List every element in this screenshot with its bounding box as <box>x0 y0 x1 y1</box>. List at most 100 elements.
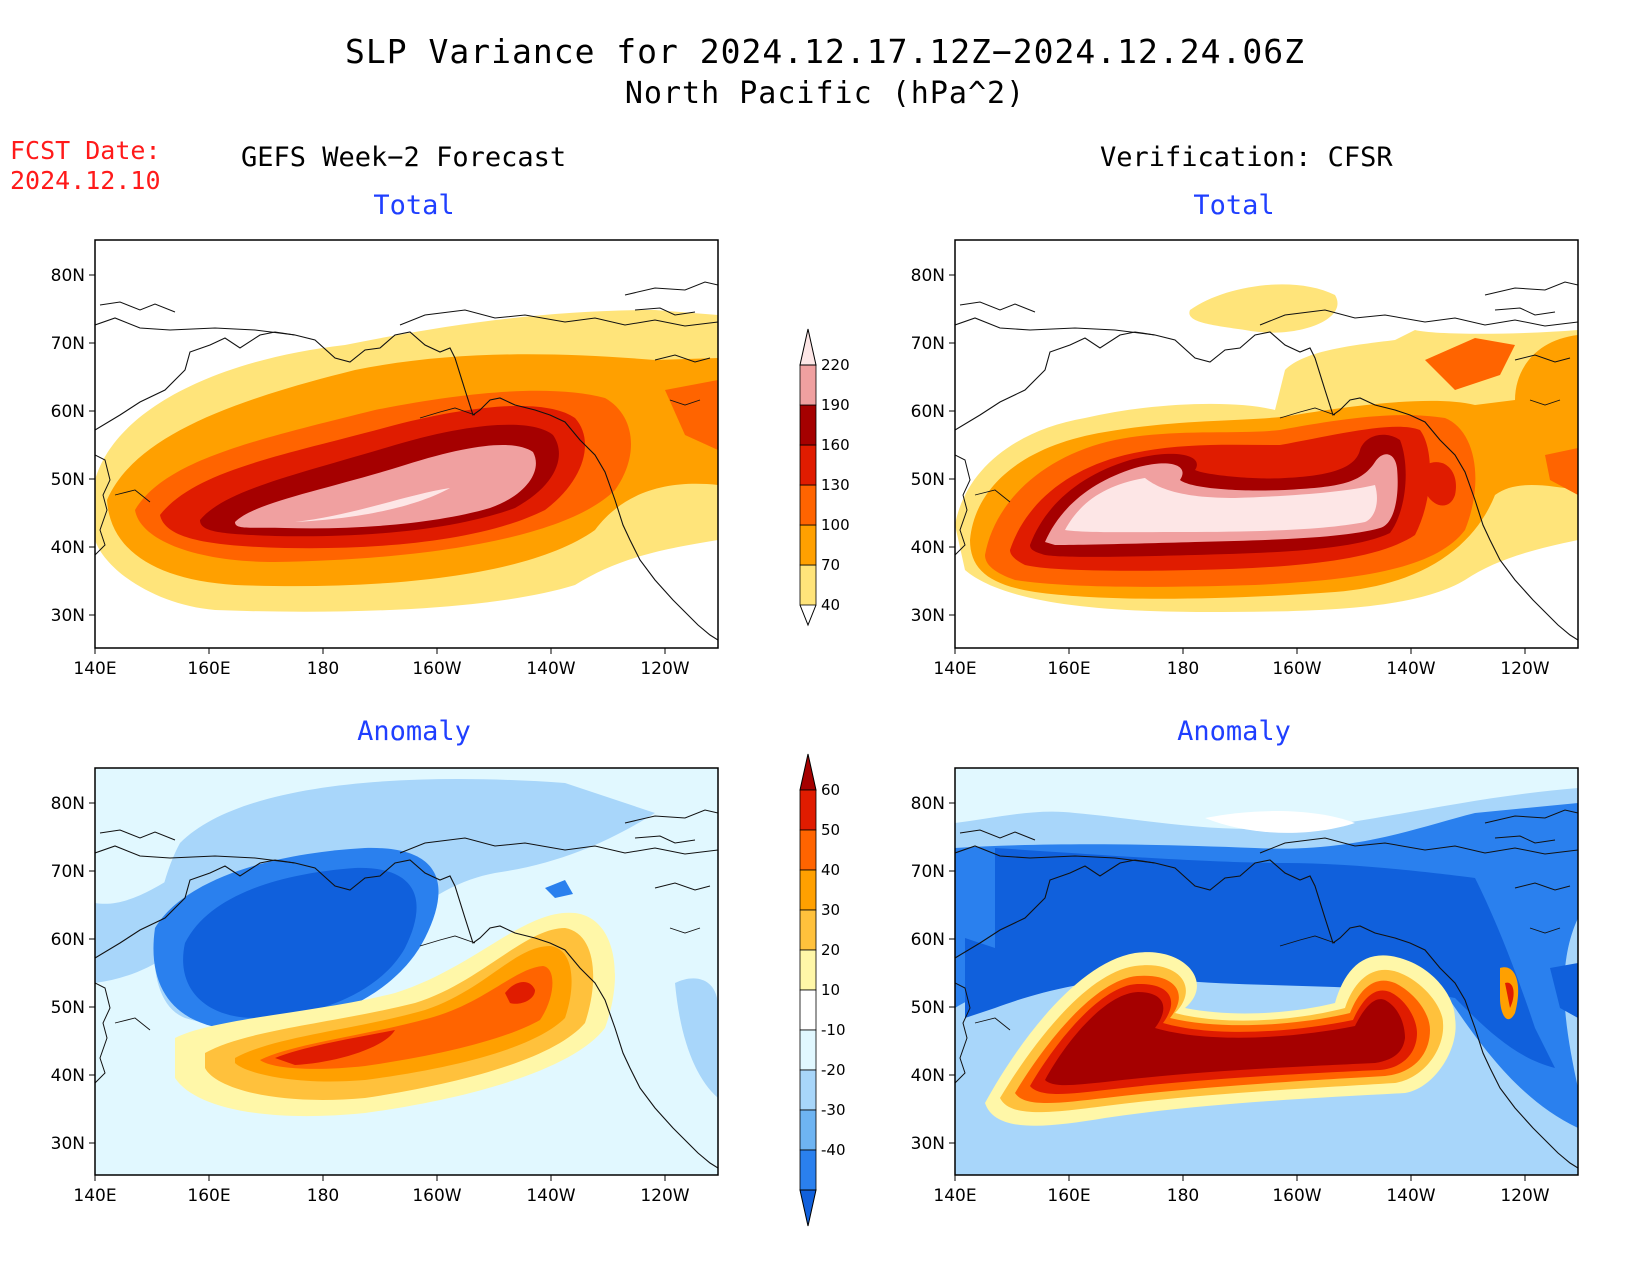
colorbar-label: 190 <box>821 396 850 414</box>
lon-tick-label: 180 <box>307 1186 339 1206</box>
lon-tick-label: 160W <box>1272 659 1321 679</box>
colorbar-low-cap <box>799 1189 817 1227</box>
colorbar-label: 100 <box>821 516 850 534</box>
gefs-total-map <box>95 240 718 648</box>
lon-tick-label: 140E <box>73 1186 116 1206</box>
forecast-date: FCST Date: 2024.12.10 <box>10 136 161 196</box>
main-title: SLP Variance for 2024.12.17.12Z−2024.12.… <box>345 32 1305 71</box>
lat-tick-label: 30N <box>51 606 85 626</box>
colorbar-label: -10 <box>821 1021 846 1039</box>
colorbar-label: 10 <box>821 981 840 999</box>
cfsr-total-map <box>955 240 1578 648</box>
lon-tick-label: 160E <box>187 659 230 679</box>
colorbar-high-cap <box>799 328 817 366</box>
lon-tick-label: 120W <box>1500 1186 1549 1206</box>
colorbar-segment <box>799 364 817 406</box>
colorbar-low-cap <box>799 604 817 627</box>
lon-tick-label: 160E <box>1047 1186 1090 1206</box>
colorbar-label: 40 <box>821 861 840 879</box>
lon-tick-label: 160W <box>1272 1186 1321 1206</box>
lat-tick-label: 40N <box>911 1066 945 1086</box>
colorbar-label: -40 <box>821 1141 846 1159</box>
lon-tick-label: 160W <box>412 1186 461 1206</box>
colorbar-segment <box>799 444 817 486</box>
colorbar-label: -20 <box>821 1061 846 1079</box>
gefs-total-label: Total <box>373 190 455 221</box>
lon-tick-label: 120W <box>640 1186 689 1206</box>
lon-tick-label: 180 <box>1167 659 1199 679</box>
lon-tick-label: 140W <box>526 1186 575 1206</box>
colorbar-segment <box>799 789 817 831</box>
gefs-anomaly-map <box>95 768 718 1175</box>
lat-tick-label: 40N <box>911 538 945 558</box>
lon-tick-label: 140E <box>933 1186 976 1206</box>
lat-tick-label: 50N <box>911 470 945 490</box>
lon-tick-label: 140E <box>73 659 116 679</box>
lon-tick-label: 120W <box>1500 659 1549 679</box>
colorbar-segment <box>799 909 817 951</box>
cfsr-total-frame <box>954 239 1579 649</box>
colorbar-segment <box>799 1069 817 1111</box>
lat-tick-label: 80N <box>51 266 85 286</box>
lon-tick-label: 140W <box>1386 659 1435 679</box>
lat-tick-label: 30N <box>911 1134 945 1154</box>
colorbar-segment <box>799 989 817 1031</box>
colorbar-label: 130 <box>821 476 850 494</box>
lat-tick-label: 70N <box>911 862 945 882</box>
lon-tick-label: 140W <box>1386 1186 1435 1206</box>
axes-layer: 80N 70N 60N 50N 40N 30N 140E 160E 180 160W 140W 120… <box>51 266 1550 1206</box>
lat-tick-label: 70N <box>51 862 85 882</box>
cfsr-anomaly-map <box>955 768 1578 1175</box>
colorbar-label: 60 <box>821 781 840 799</box>
colorbar-label: 40 <box>821 596 840 614</box>
colorbar-label: 50 <box>821 821 840 839</box>
cfsr-column-title: Verification: CFSR <box>1100 142 1393 173</box>
lat-tick-label: 50N <box>911 998 945 1018</box>
cfsr-anomaly-frame <box>954 767 1579 1176</box>
lon-tick-label: 160W <box>412 659 461 679</box>
colorbar-segment <box>799 564 817 606</box>
lat-tick-label: 80N <box>911 794 945 814</box>
lat-tick-label: 40N <box>51 538 85 558</box>
colorbar-high-cap <box>799 753 817 791</box>
colorbar-segment <box>799 1149 817 1191</box>
forecast-date-label: FCST Date: <box>10 136 161 165</box>
colorbar-segment <box>799 404 817 446</box>
lat-tick-label: 60N <box>911 930 945 950</box>
lat-tick-label: 50N <box>51 470 85 490</box>
colorbar-label: 220 <box>821 356 850 374</box>
gefs-column-title: GEFS Week−2 Forecast <box>241 142 567 173</box>
lon-tick-label: 180 <box>307 659 339 679</box>
main-subtitle: North Pacific (hPa^2) <box>624 76 1026 111</box>
colorbar-segment <box>799 484 817 526</box>
anomaly-colorbar: 60 50 40 30 20 10 -10 -20 -30 -40 <box>799 753 846 1227</box>
lat-tick-label: 70N <box>911 334 945 354</box>
lat-tick-label: 30N <box>911 606 945 626</box>
lon-tick-label: 160E <box>1047 659 1090 679</box>
colorbar-segment <box>799 949 817 991</box>
lat-tick-label: 70N <box>51 334 85 354</box>
colorbar-segment <box>799 1029 817 1071</box>
lat-tick-label: 80N <box>911 266 945 286</box>
cfsr-anomaly-label: Anomaly <box>1177 716 1291 747</box>
lat-tick-label: 60N <box>51 930 85 950</box>
lon-tick-label: 120W <box>640 659 689 679</box>
lat-tick-label: 60N <box>911 402 945 422</box>
lat-tick-label: 40N <box>51 1066 85 1086</box>
lat-tick-label: 80N <box>51 794 85 814</box>
colorbar-label: 30 <box>821 901 840 919</box>
gefs-total-frame <box>94 239 719 649</box>
colorbar-segment <box>799 869 817 911</box>
colorbar-segment <box>799 1109 817 1151</box>
cfsr-total-label: Total <box>1193 190 1275 221</box>
colorbar-label: 20 <box>821 941 840 959</box>
colorbar-segment <box>799 829 817 871</box>
total-colorbar: 40 70 100 130 160 190 220 <box>799 328 850 627</box>
lat-tick-label: 60N <box>51 402 85 422</box>
colorbar-label: -30 <box>821 1101 846 1119</box>
gefs-anomaly-label: Anomaly <box>357 716 471 747</box>
gefs-anomaly-frame <box>94 767 719 1176</box>
lat-tick-label: 30N <box>51 1134 85 1154</box>
colorbar-label: 70 <box>821 556 840 574</box>
